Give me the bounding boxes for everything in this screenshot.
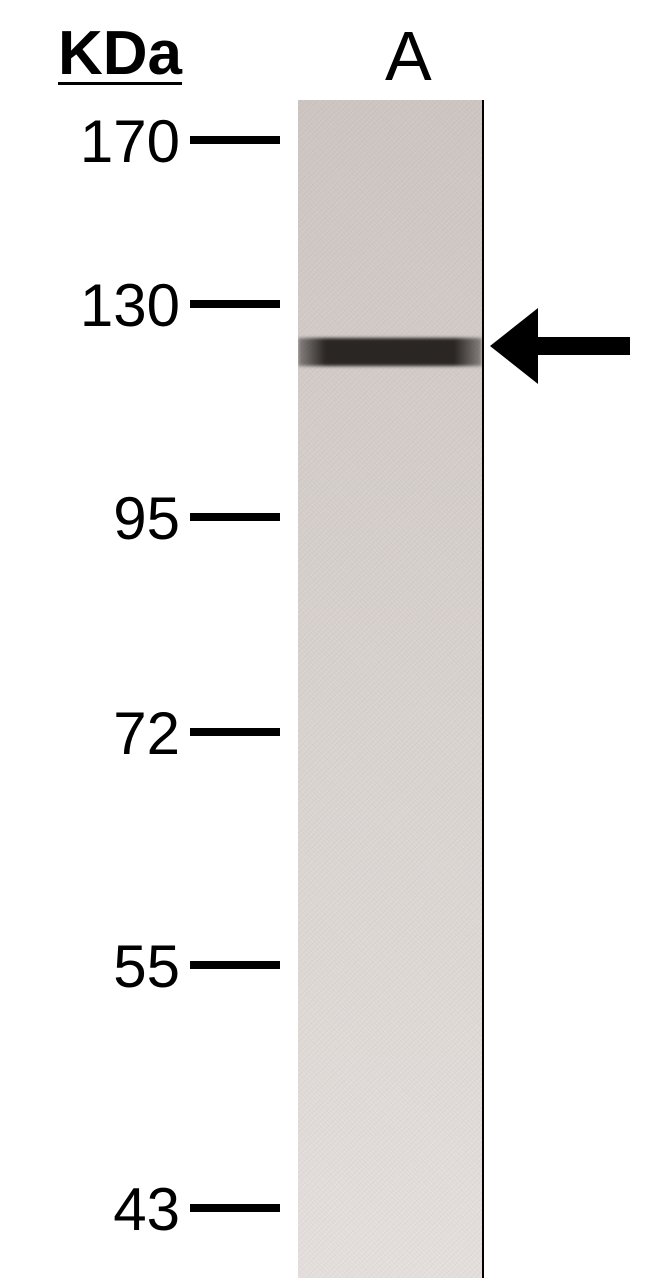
- ladder-tick-55: [190, 961, 280, 969]
- ladder-label-72: 72: [113, 699, 180, 768]
- blot-figure: KDa A 170 130 95 72 55 43: [0, 0, 650, 1288]
- lane-a-label: A: [385, 16, 432, 96]
- ladder-label-130: 130: [80, 271, 180, 340]
- ladder-tick-95: [190, 513, 280, 521]
- protein-band: [298, 338, 482, 366]
- ladder-label-43: 43: [113, 1175, 180, 1244]
- ladder-tick-130: [190, 300, 280, 308]
- ladder-label-170: 170: [80, 107, 180, 176]
- ladder-tick-72: [190, 728, 280, 736]
- lane-background-noise: [298, 100, 482, 1278]
- ladder-tick-170: [190, 136, 280, 144]
- ladder-label-95: 95: [113, 484, 180, 553]
- lane-a: [298, 100, 482, 1278]
- arrow-shaft: [538, 337, 630, 355]
- kda-unit-header: KDa: [58, 18, 182, 89]
- arrow-head-icon: [490, 308, 538, 384]
- ladder-tick-43: [190, 1204, 280, 1212]
- ladder-label-55: 55: [113, 932, 180, 1001]
- lane-right-border: [482, 100, 484, 1278]
